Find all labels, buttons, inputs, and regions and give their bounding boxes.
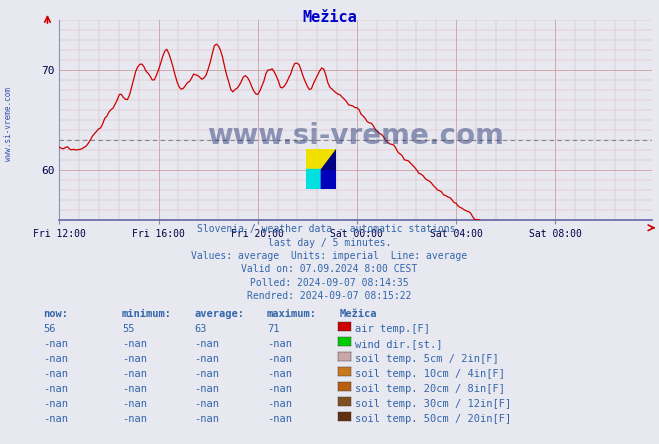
Text: -nan: -nan: [122, 384, 147, 394]
Text: 63: 63: [194, 324, 207, 334]
Text: -nan: -nan: [267, 399, 292, 409]
Text: Mežica: Mežica: [339, 309, 377, 319]
Text: -nan: -nan: [122, 354, 147, 364]
Text: www.si-vreme.com: www.si-vreme.com: [4, 87, 13, 161]
Text: soil temp. 20cm / 8in[F]: soil temp. 20cm / 8in[F]: [355, 384, 505, 394]
Text: -nan: -nan: [267, 339, 292, 349]
Text: 55: 55: [122, 324, 134, 334]
Text: minimum:: minimum:: [122, 309, 172, 319]
Text: -nan: -nan: [194, 354, 219, 364]
Text: -nan: -nan: [122, 339, 147, 349]
Text: -nan: -nan: [43, 384, 68, 394]
Text: soil temp. 50cm / 20in[F]: soil temp. 50cm / 20in[F]: [355, 414, 511, 424]
Text: Rendred: 2024-09-07 08:15:22: Rendred: 2024-09-07 08:15:22: [247, 291, 412, 301]
Text: now:: now:: [43, 309, 68, 319]
Polygon shape: [322, 149, 336, 169]
Text: -nan: -nan: [194, 414, 219, 424]
Text: -nan: -nan: [194, 399, 219, 409]
Bar: [306, 169, 322, 189]
Text: Mežica: Mežica: [302, 10, 357, 25]
Text: -nan: -nan: [194, 369, 219, 379]
Polygon shape: [322, 169, 336, 189]
Text: 71: 71: [267, 324, 279, 334]
Text: -nan: -nan: [122, 369, 147, 379]
Text: maximum:: maximum:: [267, 309, 317, 319]
Text: -nan: -nan: [267, 369, 292, 379]
Text: soil temp. 30cm / 12in[F]: soil temp. 30cm / 12in[F]: [355, 399, 511, 409]
Text: -nan: -nan: [122, 414, 147, 424]
Bar: [322, 169, 336, 189]
Text: -nan: -nan: [43, 354, 68, 364]
Text: air temp.[F]: air temp.[F]: [355, 324, 430, 334]
Text: -nan: -nan: [194, 339, 219, 349]
Text: Polled: 2024-09-07 08:14:35: Polled: 2024-09-07 08:14:35: [250, 278, 409, 288]
Text: -nan: -nan: [43, 414, 68, 424]
Polygon shape: [322, 149, 336, 169]
Text: -nan: -nan: [194, 384, 219, 394]
Text: last day / 5 minutes.: last day / 5 minutes.: [268, 238, 391, 248]
Text: Valid on: 07.09.2024 8:00 CEST: Valid on: 07.09.2024 8:00 CEST: [241, 264, 418, 274]
Text: Slovenia / weather data - automatic stations.: Slovenia / weather data - automatic stat…: [197, 224, 462, 234]
Text: -nan: -nan: [267, 414, 292, 424]
Text: -nan: -nan: [43, 339, 68, 349]
Text: soil temp. 10cm / 4in[F]: soil temp. 10cm / 4in[F]: [355, 369, 505, 379]
Text: www.si-vreme.com: www.si-vreme.com: [208, 122, 504, 150]
Text: -nan: -nan: [267, 384, 292, 394]
Text: Values: average  Units: imperial  Line: average: Values: average Units: imperial Line: av…: [191, 251, 468, 261]
Polygon shape: [322, 149, 336, 169]
Polygon shape: [322, 149, 336, 169]
Bar: [306, 149, 322, 169]
Text: average:: average:: [194, 309, 244, 319]
Text: -nan: -nan: [122, 399, 147, 409]
Text: -nan: -nan: [43, 369, 68, 379]
Text: wind dir.[st.]: wind dir.[st.]: [355, 339, 443, 349]
Text: -nan: -nan: [43, 399, 68, 409]
Text: -nan: -nan: [267, 354, 292, 364]
Text: 56: 56: [43, 324, 55, 334]
Text: soil temp. 5cm / 2in[F]: soil temp. 5cm / 2in[F]: [355, 354, 499, 364]
